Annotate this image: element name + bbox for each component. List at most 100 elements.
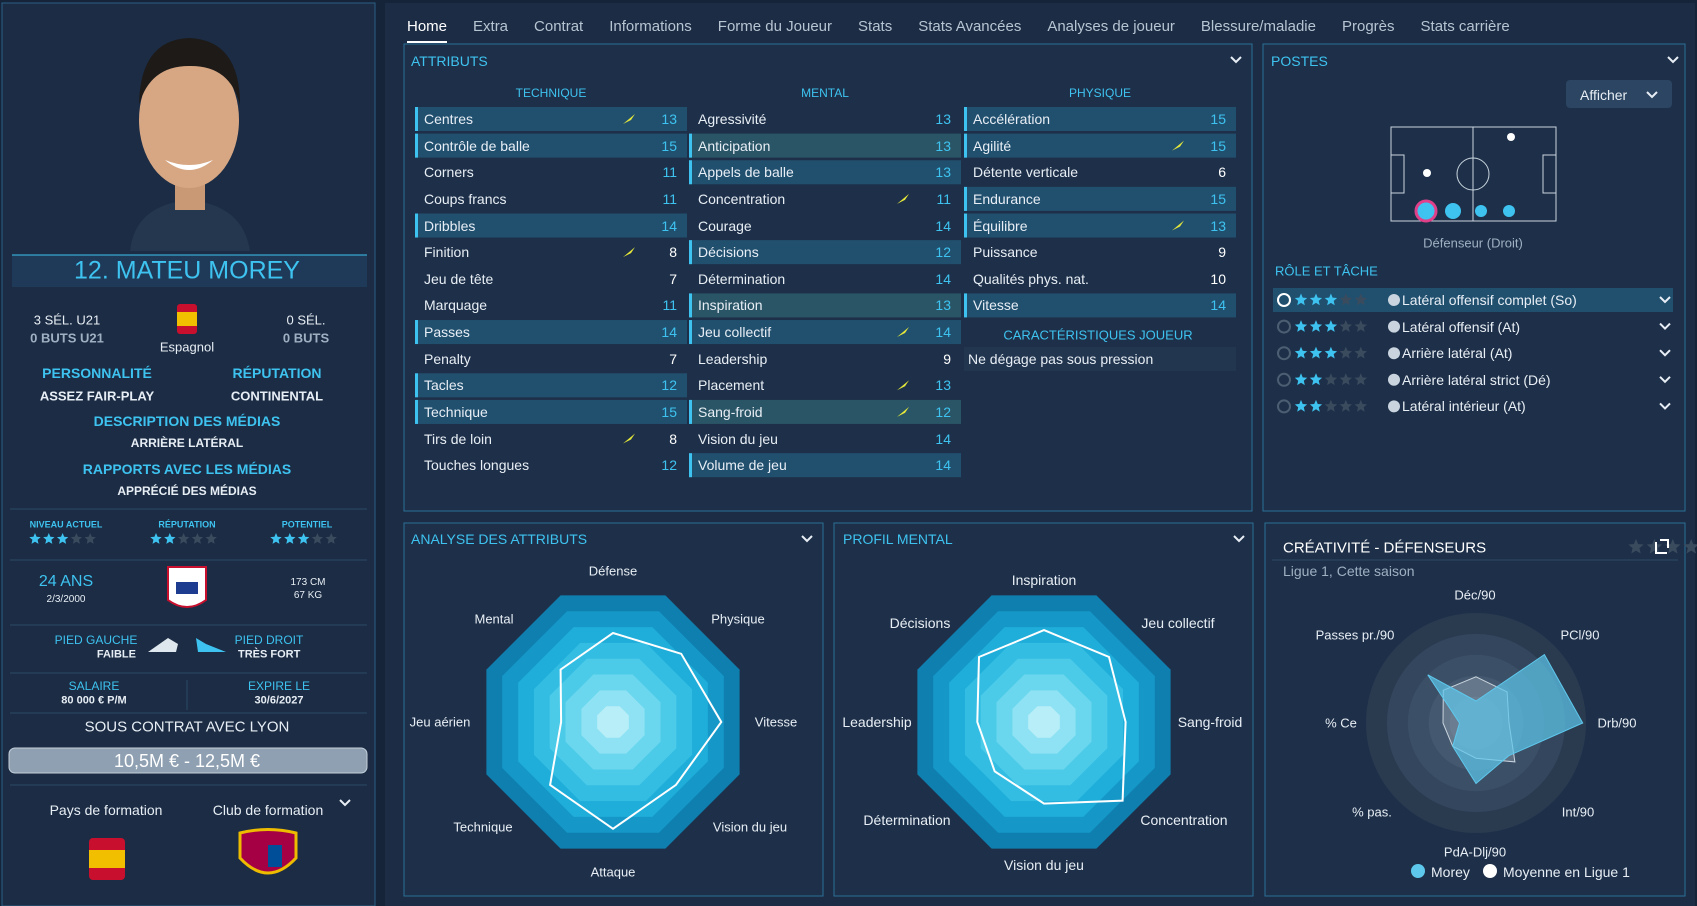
tab[interactable]: Stats — [858, 18, 893, 35]
radio[interactable] — [1277, 346, 1291, 361]
row-marker — [964, 293, 967, 318]
row-highlight — [689, 133, 961, 158]
row-marker — [415, 373, 418, 398]
pitch — [1390, 126, 1557, 222]
attribute-value: 12 — [661, 377, 677, 394]
attribute-name: Coups francs — [424, 190, 507, 207]
tab[interactable]: Progrès — [1341, 18, 1395, 35]
attribute-name: Détermination — [698, 270, 786, 287]
tab[interactable]: Home — [407, 18, 448, 43]
radar-axis-label: Vision du jeu — [712, 819, 788, 835]
label: 10,5M € - 12,5M € — [113, 751, 261, 771]
chevron[interactable] — [801, 535, 813, 543]
chevron[interactable] — [1659, 402, 1671, 410]
attribute-name: Placement — [698, 377, 765, 394]
button[interactable]: Afficher — [1580, 87, 1628, 103]
radio[interactable] — [1277, 319, 1291, 334]
boot-icon — [148, 638, 178, 652]
tab[interactable]: Analyses de joueur — [1047, 18, 1175, 35]
attribute-name: Touches longues — [424, 457, 530, 474]
row-marker — [415, 213, 418, 238]
chevron[interactable] — [1659, 376, 1671, 384]
row-highlight — [964, 133, 1236, 158]
row-highlight — [415, 399, 687, 424]
chevron[interactable] — [1233, 535, 1245, 543]
role: Latéral intérieur (At) — [1402, 398, 1526, 415]
radar-axis-label: Déc/90 — [1454, 587, 1496, 603]
star — [1354, 293, 1367, 306]
label: APPRÉCIÉ DES MÉDIAS — [117, 484, 257, 498]
attribute-value: 14 — [1210, 297, 1226, 314]
legend-swatch — [1411, 864, 1425, 878]
radar-axis-label: Technique — [453, 819, 513, 835]
label: 3 SÉL. U21 — [33, 312, 101, 328]
attribute-value: 11 — [662, 164, 677, 181]
info-icon — [1388, 294, 1400, 306]
tab[interactable]: Stats Avancées — [918, 18, 1022, 35]
column-header: TECHNIQUE — [515, 86, 587, 100]
panel-title: POSTES — [1271, 53, 1328, 69]
row-highlight — [964, 293, 1236, 318]
label: PIED GAUCHE — [54, 633, 138, 647]
star — [1646, 539, 1662, 554]
label: PIED DROIT — [234, 633, 304, 647]
row-highlight — [689, 160, 961, 185]
attribute-name: Détente verticale — [973, 164, 1079, 181]
attribute-name: Passes — [424, 324, 470, 341]
label: ASSEZ FAIR-PLAY — [39, 388, 155, 404]
tab[interactable]: Contrat — [534, 18, 584, 35]
label: TRÈS FORT — [238, 648, 301, 661]
row-highlight — [415, 373, 687, 398]
attribute-value: 15 — [661, 137, 677, 154]
afficher-button[interactable] — [1566, 80, 1672, 108]
tab[interactable]: Extra — [473, 18, 509, 35]
star — [56, 533, 69, 544]
star — [1324, 399, 1338, 412]
attribute-value: 13 — [935, 164, 951, 181]
tab[interactable]: Forme du Joueur — [717, 18, 833, 35]
attribute-value: 14 — [935, 217, 951, 234]
radar-axis-label: Vitesse — [754, 714, 798, 730]
chevron[interactable] — [1659, 322, 1671, 331]
attribute-value: 14 — [661, 324, 677, 341]
chevron[interactable] — [1667, 56, 1679, 64]
player-name: 12. MATEU MOREY — [74, 256, 300, 285]
chevron[interactable] — [1230, 56, 1242, 64]
attribute-value: 15 — [661, 403, 677, 420]
attribute-name: Tirs de loin — [424, 430, 492, 447]
chevron[interactable] — [339, 799, 351, 807]
expand-icon[interactable] — [1655, 539, 1669, 554]
radar-axis-label: Int/90 — [1561, 804, 1595, 820]
label: FAIBLE — [96, 648, 136, 661]
star — [1339, 399, 1352, 412]
radio[interactable] — [1277, 293, 1291, 307]
star — [297, 533, 310, 544]
attribute-name: Contrôle de balle — [424, 137, 530, 154]
radar-shape — [976, 629, 1127, 805]
tab[interactable]: Blessure/maladie — [1200, 18, 1316, 35]
chevron[interactable] — [1659, 296, 1671, 304]
label: ARRIÈRE LATÉRAL — [130, 436, 244, 450]
star — [84, 533, 96, 544]
star — [150, 533, 162, 544]
label: SALAIRE — [68, 679, 120, 693]
attribute-value: 15 — [1210, 190, 1226, 207]
radio[interactable] — [1277, 399, 1291, 414]
chevron[interactable] — [1659, 349, 1671, 357]
attribute-value: 6 — [1218, 164, 1226, 181]
label: POTENTIEL — [281, 519, 333, 530]
tab[interactable]: Stats carrière — [1420, 18, 1510, 35]
label: SOUS CONTRAT AVEC LYON — [84, 718, 290, 736]
chevron[interactable] — [1646, 91, 1658, 99]
radar-axis-label: Défense — [588, 563, 638, 579]
row-marker — [964, 213, 967, 238]
label: Espagnol — [159, 339, 215, 355]
attribute-value: 12 — [661, 457, 677, 474]
trait-row — [964, 347, 1236, 371]
radio[interactable] — [1277, 372, 1291, 387]
row-marker — [415, 399, 418, 424]
row-highlight — [415, 107, 687, 131]
info-icon — [1388, 320, 1400, 333]
tab[interactable]: Informations — [609, 18, 692, 35]
